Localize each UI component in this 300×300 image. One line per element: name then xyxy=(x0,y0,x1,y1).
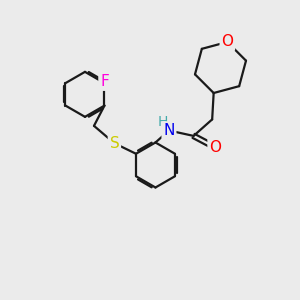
Text: N: N xyxy=(163,123,175,138)
Text: H: H xyxy=(157,115,168,129)
Text: F: F xyxy=(100,74,109,89)
Text: S: S xyxy=(110,136,119,151)
Text: O: O xyxy=(221,34,233,50)
Text: O: O xyxy=(209,140,221,155)
